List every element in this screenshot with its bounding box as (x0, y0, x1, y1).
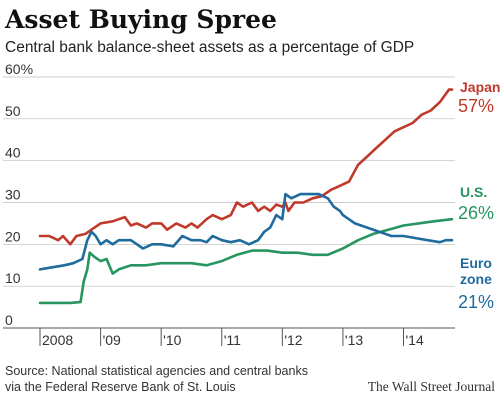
x-axis: 2008 '09 '10 '11 '12 '13 '14 (39, 328, 424, 348)
source-line-2: via the Federal Reserve Bank of St. Loui… (5, 380, 236, 394)
chart-subtitle: Central bank balance-sheet assets as a p… (5, 39, 414, 56)
y-tick-label: 50 (5, 103, 21, 119)
series-name-u-s: U.S. (460, 184, 487, 200)
x-tick-label: '13 (345, 332, 363, 348)
y-tick-label: 30 (5, 187, 21, 203)
series-value-u-s: 26% (458, 203, 494, 223)
series-lines (38, 88, 454, 305)
series-line-japan (38, 88, 454, 246)
x-tick-label: '09 (103, 332, 121, 348)
x-tick-label: '14 (406, 332, 424, 348)
y-tick-label: 40 (5, 145, 21, 161)
y-tick-label: 60% (5, 61, 33, 77)
x-tick-label: 2008 (42, 332, 73, 348)
y-tick-label: 0 (5, 312, 13, 328)
series-line-euro-zone (38, 192, 454, 271)
series-value-euro-zone: 21% (458, 292, 494, 312)
grid (3, 76, 455, 329)
series-value-japan: 57% (458, 96, 494, 116)
x-tick-label: '11 (224, 332, 241, 348)
series-line-u-s (38, 217, 454, 305)
credit: The Wall Street Journal (368, 379, 496, 394)
x-tick-label: '12 (284, 332, 302, 348)
chart-title: Asset Buying Spree (4, 5, 277, 34)
y-tick-label: 20 (5, 228, 21, 244)
series-name-euro-zone: Euro zone (460, 255, 492, 287)
x-tick-label: '10 (163, 332, 181, 348)
y-tick-label: 10 (5, 270, 21, 286)
series-name-japan: Japan (460, 79, 500, 95)
source-line-1: Source: National statistical agencies an… (5, 364, 308, 378)
y-axis: 0 10 20 30 40 50 60% (5, 61, 33, 328)
